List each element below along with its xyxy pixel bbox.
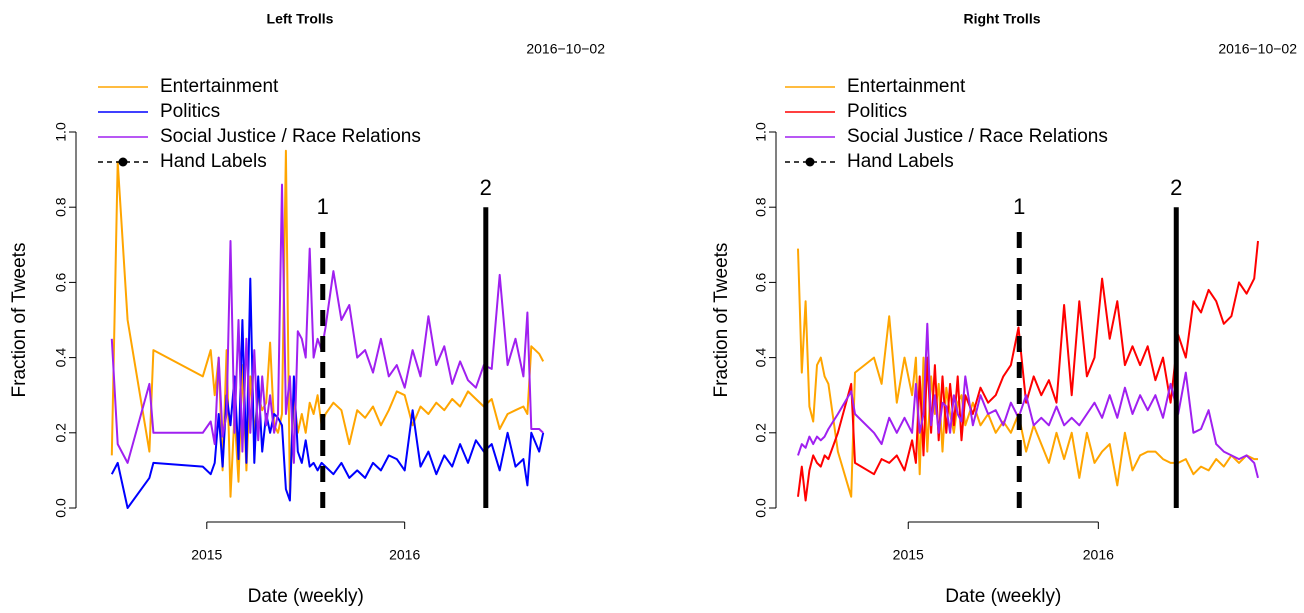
legend-marker bbox=[805, 157, 815, 167]
y-tick-label: 0.8 bbox=[53, 197, 69, 217]
y-tick-label: 0.6 bbox=[753, 272, 769, 292]
x-tick-label: 2016 bbox=[389, 547, 420, 563]
y-tick-label: 0.4 bbox=[753, 348, 769, 368]
legend-label: Entertainment bbox=[160, 76, 279, 97]
y-axis-label: Fraction of Tweets bbox=[711, 243, 732, 398]
series-line bbox=[110, 277, 545, 509]
series-line bbox=[110, 149, 545, 498]
legend-label: Hand Labels bbox=[847, 151, 954, 172]
chart-title: Left Trolls bbox=[267, 11, 334, 27]
x-axis-label: Date (weekly) bbox=[945, 586, 1061, 607]
y-tick-label: 0.8 bbox=[753, 197, 769, 217]
hand-label-text: 2 bbox=[480, 175, 492, 200]
y-tick-label: 1.0 bbox=[753, 122, 769, 142]
x-tick-label: 2016 bbox=[1083, 547, 1114, 563]
hand-label-text: 2 bbox=[1170, 175, 1182, 200]
hand-label-text: 1 bbox=[317, 194, 329, 219]
series-line bbox=[797, 248, 1258, 498]
y-tick-label: 0.0 bbox=[53, 498, 69, 518]
subtitle: 2016−10−02 bbox=[526, 41, 605, 57]
y-tick-label: 0.0 bbox=[753, 498, 769, 518]
y-tick-label: 0.4 bbox=[53, 348, 69, 368]
y-tick-label: 0.2 bbox=[53, 423, 69, 443]
series-line bbox=[110, 183, 544, 464]
legend-label: Entertainment bbox=[847, 76, 966, 97]
x-tick-label: 2015 bbox=[191, 547, 222, 563]
x-axis-label: Date (weekly) bbox=[248, 586, 364, 607]
x-tick-label: 2015 bbox=[893, 547, 924, 563]
chart-title: Right Trolls bbox=[964, 11, 1041, 27]
legend-label: Hand Labels bbox=[160, 151, 267, 172]
legend-marker bbox=[118, 157, 128, 167]
subtitle: 2016−10−02 bbox=[1218, 41, 1297, 57]
series-line bbox=[797, 322, 1259, 479]
legend-label: Social Justice / Race Relations bbox=[160, 126, 421, 147]
y-tick-label: 0.2 bbox=[753, 423, 769, 443]
legend-label: Politics bbox=[847, 101, 907, 122]
y-tick-label: 0.6 bbox=[53, 272, 69, 292]
hand-label-text: 1 bbox=[1013, 194, 1025, 219]
legend-label: Social Justice / Race Relations bbox=[847, 126, 1108, 147]
y-axis-label: Fraction of Tweets bbox=[9, 243, 30, 398]
legend-label: Politics bbox=[160, 101, 220, 122]
y-tick-label: 1.0 bbox=[53, 122, 69, 142]
series-line bbox=[797, 240, 1259, 502]
